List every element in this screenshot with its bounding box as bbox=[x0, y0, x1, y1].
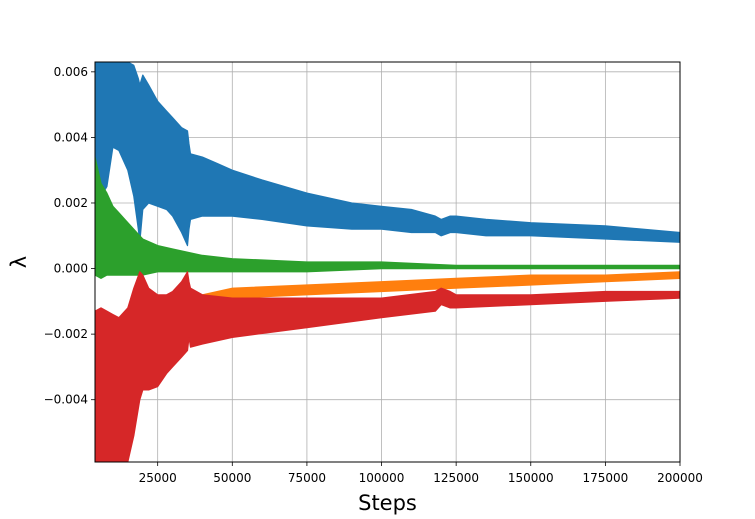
series-1-band bbox=[201, 271, 680, 299]
x-tick-label: 25000 bbox=[139, 471, 177, 485]
x-tick-label: 125000 bbox=[433, 471, 479, 485]
y-tick-label: −0.004 bbox=[44, 393, 88, 407]
y-tick-label: 0.002 bbox=[54, 196, 88, 210]
axes-frame bbox=[94, 61, 681, 463]
y-axis-label: λ bbox=[7, 256, 31, 268]
plot-area bbox=[95, 62, 680, 462]
y-tick-label: −0.002 bbox=[44, 327, 88, 341]
x-axis-label: Steps bbox=[358, 491, 417, 515]
series-3-band bbox=[95, 271, 680, 462]
x-axis: 25000 50000 75000 100000 125000 150000 175000 2… bbox=[139, 462, 703, 485]
x-tick-label: 200000 bbox=[657, 471, 703, 485]
y-tick-label: 0.006 bbox=[54, 65, 88, 79]
x-tick-label: 75000 bbox=[288, 471, 326, 485]
y-axis: −0.004 −0.002 0.000 0.002 0.004 0.006 bbox=[44, 65, 95, 407]
series-0-band bbox=[95, 62, 680, 247]
x-tick-label: 175000 bbox=[582, 471, 628, 485]
y-tick-label: 0.000 bbox=[54, 262, 88, 276]
x-tick-label: 100000 bbox=[359, 471, 405, 485]
y-tick-label: 0.004 bbox=[54, 130, 88, 144]
x-tick-label: 150000 bbox=[508, 471, 554, 485]
x-tick-label: 50000 bbox=[213, 471, 251, 485]
series-2-band bbox=[95, 156, 680, 279]
